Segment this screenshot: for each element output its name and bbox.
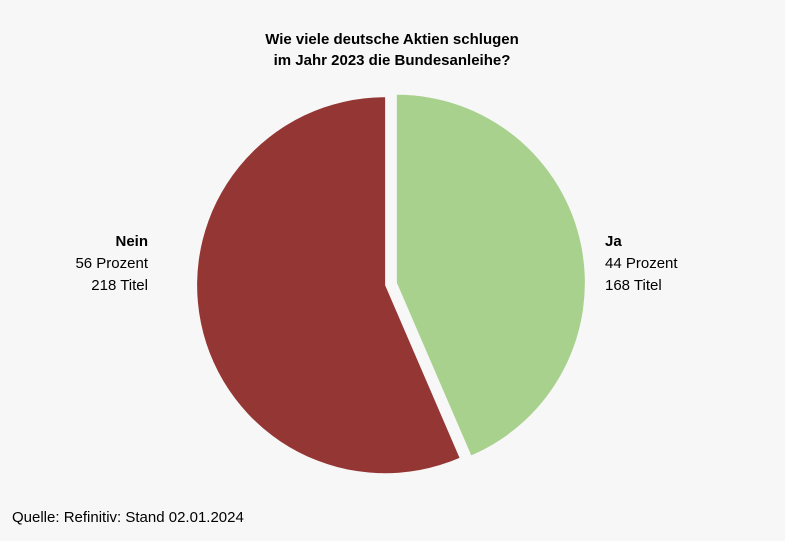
value-label: 44 Prozent bbox=[605, 255, 678, 272]
chart-title: im Jahr 2023 die Bundesanleihe? bbox=[274, 52, 511, 69]
value-label: 56 Prozent bbox=[75, 255, 148, 272]
pie-slice bbox=[396, 94, 585, 456]
count-label: 168 Titel bbox=[605, 277, 662, 294]
slice-label: Ja bbox=[605, 233, 622, 250]
slice-label: Nein bbox=[115, 233, 148, 250]
chart-title: Wie viele deutsche Aktien schlugen bbox=[265, 31, 519, 48]
count-label: 218 Titel bbox=[91, 277, 148, 294]
pie-slice bbox=[197, 97, 460, 474]
source-note: Quelle: Refinitiv: Stand 02.01.2024 bbox=[12, 509, 244, 526]
